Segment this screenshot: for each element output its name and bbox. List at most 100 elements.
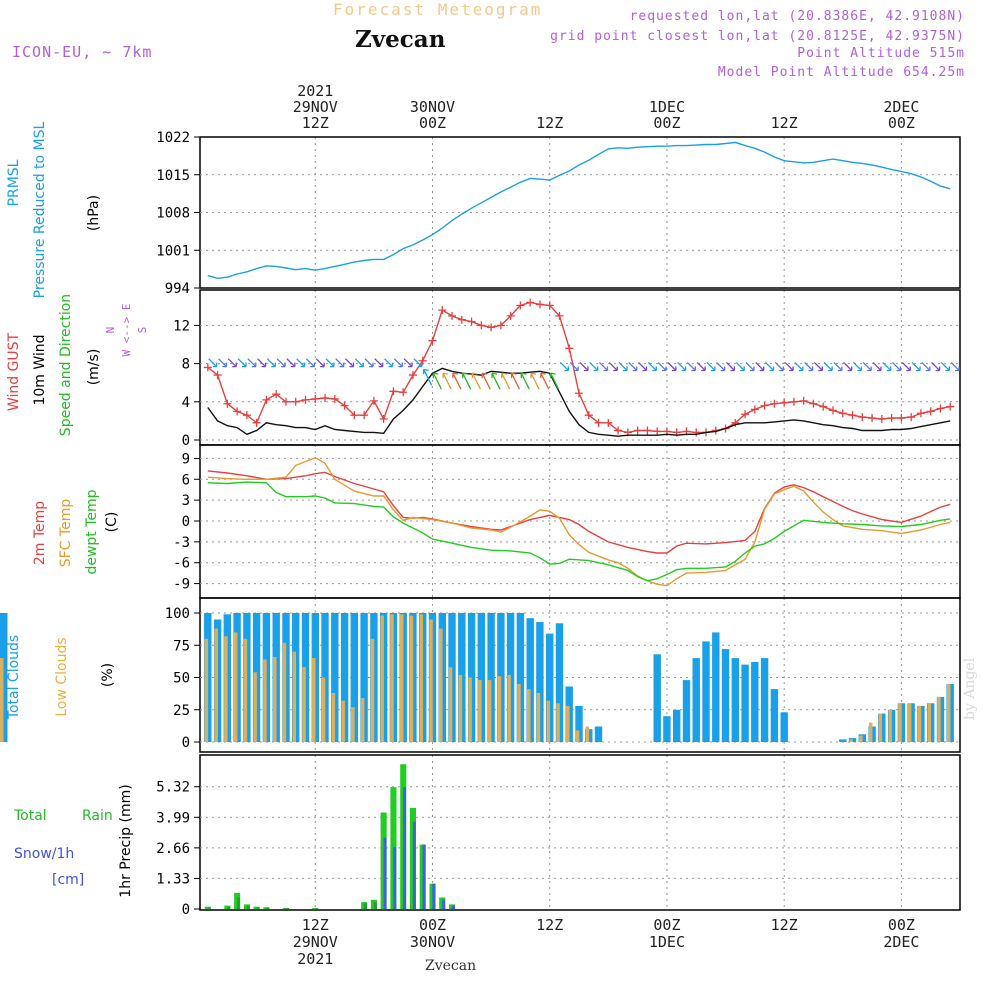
precip-bar	[256, 907, 260, 909]
clouds-bar	[849, 739, 853, 742]
gust-point	[799, 396, 808, 405]
precip-ytick-label: 1.33	[156, 871, 190, 887]
clouds-bar	[341, 700, 345, 742]
wind-direction-arrow	[286, 358, 296, 368]
clouds-bar	[263, 659, 267, 742]
pressure-ytick-label: 1001	[156, 243, 190, 259]
clouds-bar	[204, 638, 209, 742]
requested-coords: requested lon,lat (20.8386E, 42.9108N)	[629, 9, 965, 24]
wind-direction-arrow	[872, 362, 882, 372]
gust-point	[213, 371, 222, 380]
gust-point	[223, 399, 232, 408]
clouds-bar	[575, 705, 583, 742]
gust-point	[506, 311, 515, 320]
gust-point	[516, 301, 525, 310]
gust-point	[233, 407, 242, 416]
clouds-bar	[282, 642, 287, 742]
gust-point	[643, 426, 652, 435]
top-time-label: 12Z	[536, 114, 563, 132]
wind-direction-arrow	[305, 358, 316, 368]
gust-point	[242, 411, 251, 420]
bottom-time-label: 30NOV	[410, 933, 455, 951]
gust-point	[526, 298, 535, 307]
clouds-bar	[780, 712, 788, 742]
wind-direction-arrow	[530, 372, 540, 390]
wind-direction-arrow	[276, 358, 286, 368]
gust-point	[545, 301, 554, 310]
bottom-time-label: 2021	[297, 950, 333, 968]
clouds-ytick-label: 75	[173, 638, 190, 654]
gust-point	[428, 336, 437, 345]
temperature-axis-label: dewpt Temp	[84, 489, 100, 574]
clouds-bar	[439, 628, 443, 742]
wind-direction-arrow	[384, 358, 394, 368]
clouds-bar	[331, 613, 339, 742]
bottom-time-label: 00Z	[888, 916, 915, 934]
wind-direction-arrow	[589, 362, 599, 372]
gust-point	[750, 405, 759, 414]
pressure-axis-label: PRMSL	[6, 159, 22, 206]
bottom-time-label: 00Z	[653, 916, 680, 934]
wind-direction-arrow	[296, 358, 306, 368]
wind-direction-arrow	[657, 362, 667, 372]
wind-direction-arrow	[843, 362, 853, 372]
precip-bar	[373, 902, 377, 909]
clouds-bar	[273, 656, 277, 742]
clouds-bar	[937, 696, 941, 742]
wind-axis-label: 10m Wind	[32, 334, 48, 405]
wind-direction-arrow	[452, 372, 462, 390]
wind-direction-arrow	[393, 358, 403, 368]
clouds-bar	[888, 709, 892, 743]
clouds-bar	[487, 613, 495, 742]
wind-direction-arrow	[784, 362, 794, 372]
top-time-label: 1DEC	[649, 98, 685, 116]
bottom-time-label: 1DEC	[649, 933, 685, 951]
wind-direction-arrow	[716, 362, 726, 372]
wind-direction-arrow	[677, 362, 687, 372]
clouds-bar	[692, 658, 700, 742]
wind-direction-arrow	[686, 362, 697, 372]
clouds-bar	[468, 677, 472, 742]
gust-point	[584, 411, 593, 420]
gust-point	[887, 414, 896, 423]
clouds-bar	[673, 709, 681, 743]
precip-bar	[442, 899, 446, 909]
gust-point	[340, 401, 349, 410]
gust-point	[692, 428, 701, 437]
clouds-bar	[497, 676, 502, 742]
bottom-time-label: 29NOV	[293, 933, 338, 951]
wind-direction-arrow	[325, 358, 335, 368]
wind-direction-arrow	[540, 372, 550, 390]
wind-direction-arrow	[765, 362, 775, 372]
clouds-bar	[370, 638, 375, 742]
pressure-axis-label: Pressure Reduced to MSL	[32, 121, 48, 298]
wind-direction-arrow	[374, 358, 384, 368]
location-name: Zvecan	[355, 26, 446, 53]
top-time-label: 12Z	[302, 114, 329, 132]
clouds-bar	[233, 632, 238, 742]
wind-direction-arrow	[755, 362, 765, 372]
wind-direction-arrow	[598, 362, 609, 372]
pressure-series-line	[207, 141, 951, 280]
clouds-bar	[859, 735, 863, 742]
gust-point	[907, 413, 916, 422]
temperature-ytick-label: -9	[173, 577, 190, 593]
gust-point	[633, 426, 642, 435]
wind-ytick-label: 0	[182, 433, 190, 449]
clouds-bar	[243, 638, 248, 742]
gust-point	[311, 394, 320, 403]
wind-axis-label: (m/s)	[86, 349, 102, 386]
pressure-ytick-label: 1008	[156, 206, 190, 222]
clouds-ytick-label: 25	[173, 703, 190, 719]
clouds-bar	[566, 705, 570, 742]
wind-direction-arrow	[354, 358, 364, 368]
precip-bar	[266, 907, 270, 909]
precip-bar	[246, 905, 250, 909]
wind-direction-arrow	[696, 362, 706, 372]
bottom-time-label: 00Z	[419, 916, 446, 934]
clouds-bar	[458, 674, 463, 742]
clouds-bar	[868, 722, 873, 742]
model-altitude: Model Point Altitude 654.25m	[717, 65, 965, 80]
wind-direction-arrow	[422, 368, 433, 386]
gust-point	[829, 406, 838, 415]
